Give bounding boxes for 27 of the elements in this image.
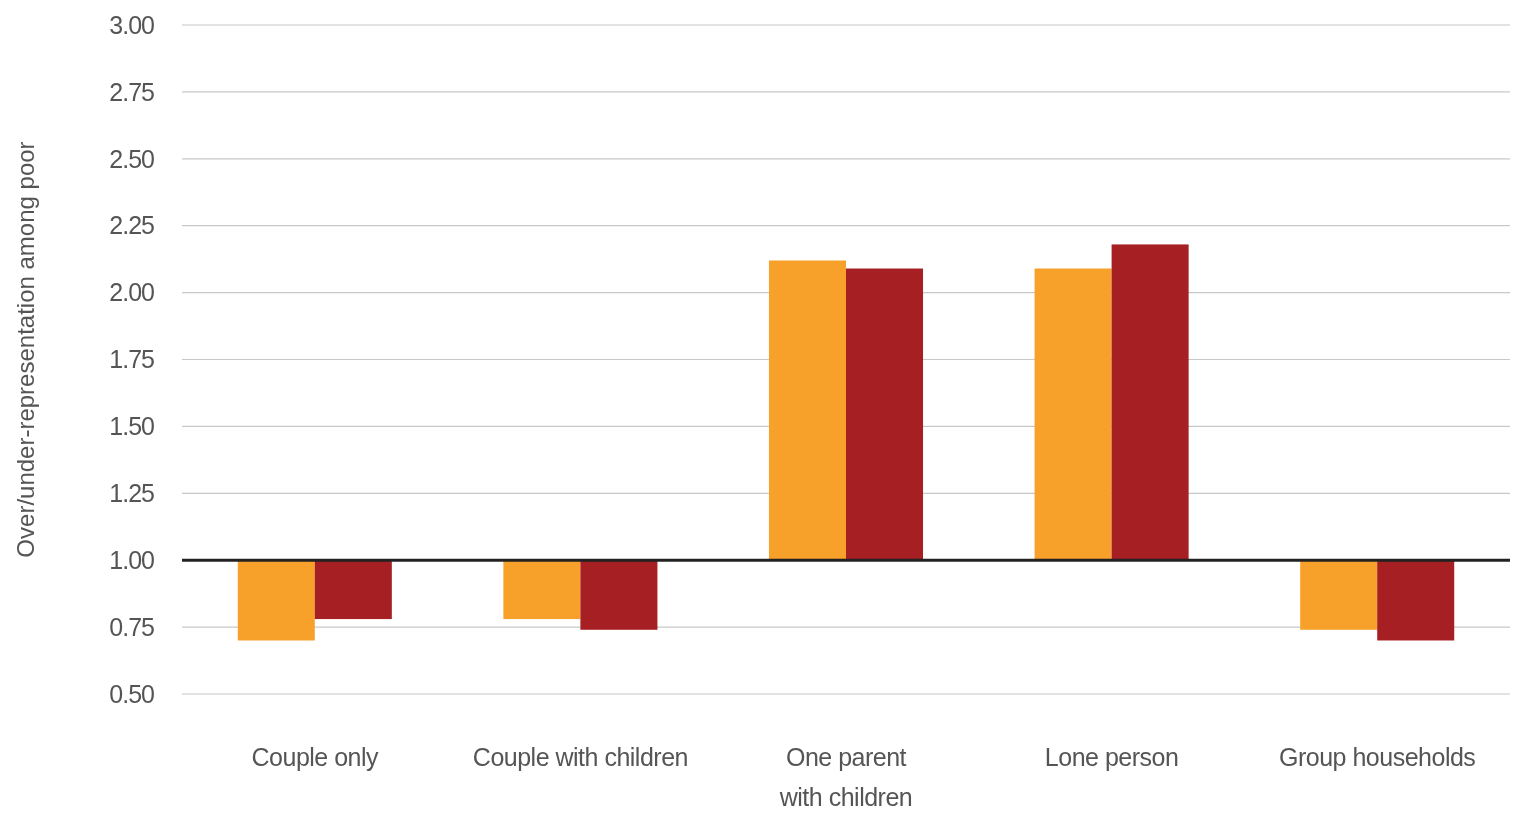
bar	[1300, 560, 1378, 630]
x-tick-label: Couple with children	[472, 743, 688, 771]
bar	[503, 560, 581, 620]
y-tick-label: 2.75	[109, 77, 155, 106]
y-tick-label: 1.50	[109, 412, 155, 441]
bar	[768, 260, 846, 561]
x-tick-label: Group households	[1279, 743, 1476, 771]
bar	[580, 560, 658, 630]
y-tick-label: 1.00	[109, 545, 155, 574]
y-tick-label: 2.25	[109, 211, 155, 240]
bar	[1111, 244, 1189, 561]
y-axis-title: Over/under-representation among poor	[12, 141, 39, 558]
bar	[1377, 560, 1455, 641]
y-tick-label: 1.25	[109, 479, 155, 508]
y-tick-label: 2.00	[109, 278, 155, 307]
bar	[314, 560, 392, 620]
bar	[237, 560, 315, 641]
y-tick-label: 2.50	[109, 144, 155, 173]
x-tick-label: One parent with children	[778, 743, 913, 811]
y-tick-label: 1.75	[109, 345, 155, 374]
y-tick-label: 0.75	[109, 612, 155, 641]
x-tick-label: Lone person	[1044, 743, 1179, 771]
x-tick-label: Couple only	[251, 743, 380, 771]
y-tick-label: 0.50	[109, 679, 155, 708]
bar	[846, 268, 924, 561]
y-tick-label: 3.00	[109, 10, 155, 39]
bar	[1034, 268, 1112, 561]
